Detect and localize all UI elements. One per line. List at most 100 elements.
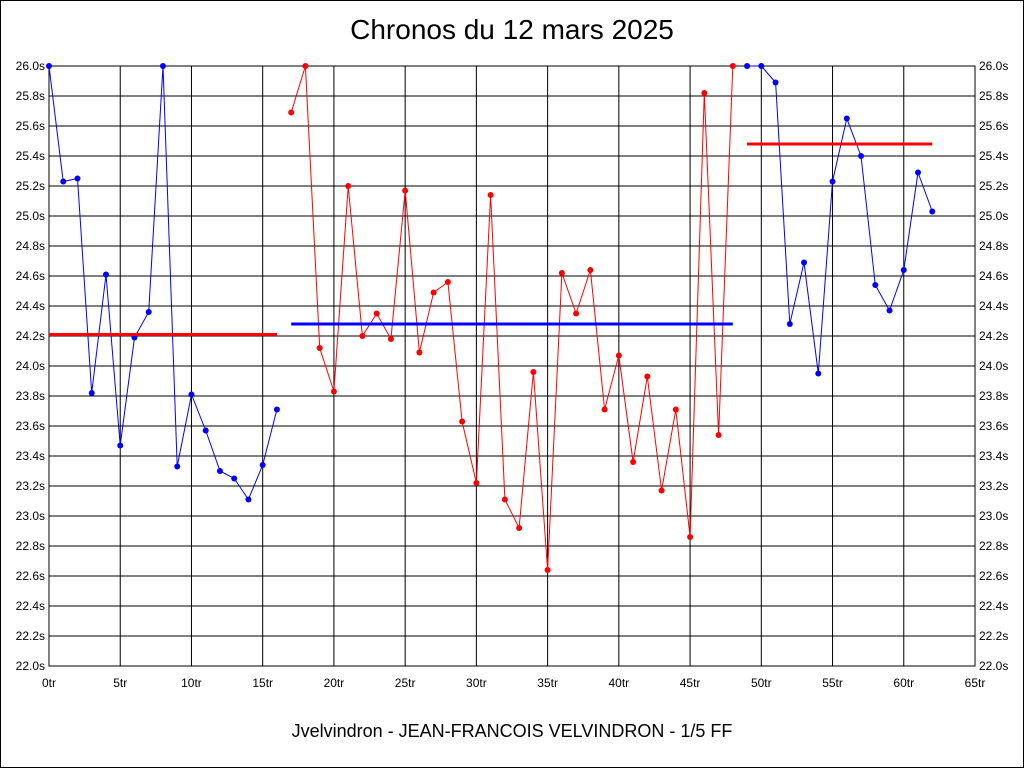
data-point (444, 279, 451, 285)
y-tick-label-right: 23.0s (979, 509, 1008, 523)
data-point (786, 321, 793, 327)
y-tick-label-right: 23.2s (979, 479, 1008, 493)
x-tick-label: 25tr (395, 676, 416, 690)
y-tick-label-right: 24.0s (979, 359, 1008, 373)
data-point (630, 459, 637, 465)
y-tick-label-left: 25.8s (16, 89, 45, 103)
data-point (288, 109, 295, 116)
y-tick-label-left: 24.4s (16, 299, 45, 313)
data-point (544, 567, 551, 573)
y-tick-label-left: 23.4s (16, 449, 45, 463)
data-point (359, 333, 366, 339)
y-tick-label-left: 22.6s (16, 569, 45, 583)
data-point (188, 391, 195, 398)
y-tick-label-right: 22.8s (979, 539, 1008, 553)
data-point (729, 63, 736, 69)
y-tick-label-left: 24.8s (16, 239, 45, 253)
y-tick-label-left: 25.4s (16, 149, 45, 163)
y-tick-label-left: 25.6s (16, 119, 45, 133)
y-tick-label-left: 26.0s (16, 59, 45, 73)
data-point (117, 442, 124, 449)
x-tick-label: 35tr (537, 676, 558, 690)
chart-title: Chronos du 12 mars 2025 (350, 14, 674, 45)
y-tick-label-right: 22.6s (979, 569, 1008, 583)
data-point (473, 480, 480, 486)
data-point (387, 336, 394, 342)
y-tick-label-right: 25.4s (979, 149, 1008, 163)
data-point (829, 178, 836, 185)
data-point (302, 63, 309, 69)
data-point (74, 175, 81, 182)
data-point (416, 349, 423, 356)
data-point (615, 352, 622, 359)
y-tick-label-right: 25.0s (979, 209, 1008, 223)
y-tick-label-right: 25.2s (979, 179, 1008, 193)
x-tick-label: 65tr (965, 676, 986, 690)
data-point (872, 282, 879, 288)
y-tick-label-right: 25.8s (979, 89, 1008, 103)
data-point (644, 373, 651, 380)
y-tick-label-left: 24.2s (16, 329, 45, 343)
data-point (245, 496, 252, 503)
data-point (801, 259, 808, 266)
y-tick-label-left: 23.2s (16, 479, 45, 493)
plot-border (48, 65, 976, 667)
data-point (900, 267, 907, 273)
y-tick-label-left: 22.2s (16, 629, 45, 643)
y-tick-label-right: 23.4s (979, 449, 1008, 463)
y-tick-label-right: 26.0s (979, 59, 1008, 73)
data-point (687, 534, 694, 540)
data-point (886, 307, 893, 314)
x-tick-label: 40tr (609, 676, 630, 690)
y-tick-label-right: 22.0s (979, 659, 1008, 673)
data-point (231, 475, 238, 482)
data-point (345, 183, 352, 189)
y-tick-label-right: 24.4s (979, 299, 1008, 313)
x-tick-label: 20tr (324, 676, 345, 690)
data-point (102, 271, 109, 278)
x-tick-label: 45tr (680, 676, 701, 690)
data-point (772, 79, 779, 86)
data-point (516, 525, 523, 531)
data-point (459, 418, 466, 425)
y-tick-label-left: 22.0s (16, 659, 45, 673)
x-tick-label: 50tr (751, 676, 772, 690)
y-tick-label-right: 24.8s (979, 239, 1008, 253)
y-tick-label-right: 24.2s (979, 329, 1008, 343)
data-point (929, 208, 936, 215)
data-point (259, 462, 266, 468)
data-point (601, 406, 608, 413)
data-point (501, 496, 508, 503)
x-tick-label: 10tr (181, 676, 202, 690)
x-tick-label: 30tr (466, 676, 487, 690)
data-point (715, 432, 722, 438)
y-tick-label-left: 23.6s (16, 419, 45, 433)
data-point (487, 192, 494, 198)
data-point (273, 406, 280, 413)
data-point (758, 63, 765, 69)
data-point (672, 406, 679, 413)
y-tick-label-right: 22.2s (979, 629, 1008, 643)
series-line-2 (290, 65, 734, 571)
data-point (858, 153, 865, 159)
data-point (558, 270, 565, 276)
data-point (915, 169, 922, 176)
data-point (88, 390, 95, 396)
y-tick-label-left: 25.2s (16, 179, 45, 193)
data-point (174, 463, 181, 470)
data-point (815, 370, 822, 377)
x-tick-label: 0tr (42, 676, 56, 690)
y-tick-label-right: 23.6s (979, 419, 1008, 433)
data-point (530, 369, 537, 375)
data-point (430, 289, 437, 296)
y-tick-label-left: 23.0s (16, 509, 45, 523)
y-tick-label-right: 22.4s (979, 599, 1008, 613)
y-tick-label-right: 25.6s (979, 119, 1008, 133)
data-point (46, 63, 52, 69)
y-tick-label-right: 23.8s (979, 389, 1008, 403)
data-point (587, 267, 594, 273)
y-tick-label-left: 22.4s (16, 599, 45, 613)
y-tick-label-right: 24.6s (979, 269, 1008, 283)
y-tick-label-left: 25.0s (16, 209, 45, 223)
